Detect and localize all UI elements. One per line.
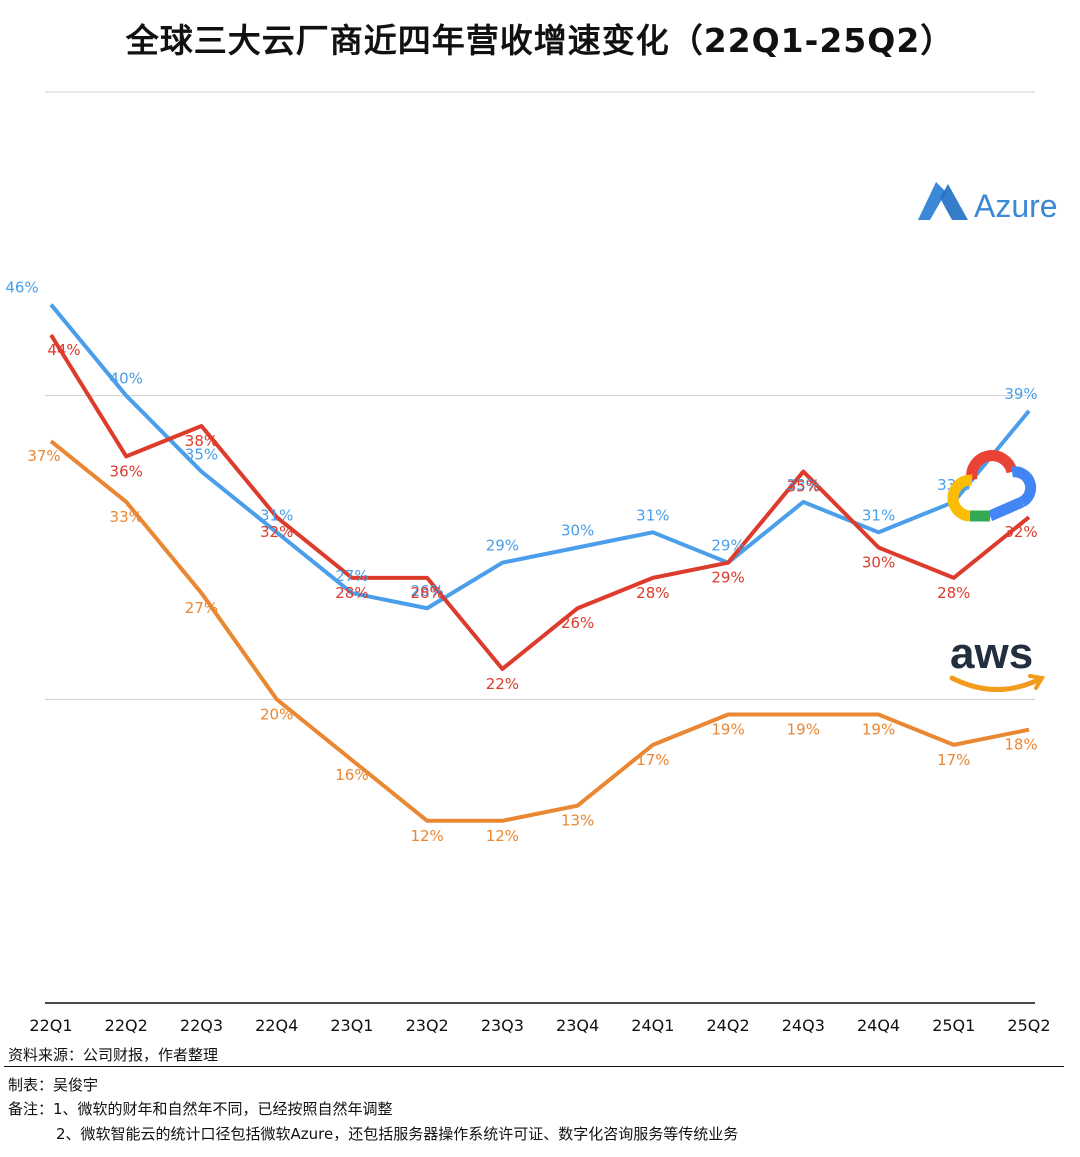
x-tick-label: 23Q2 — [406, 1016, 449, 1035]
data-label: 22% — [486, 675, 519, 693]
separator-line — [4, 1066, 1064, 1067]
azure-logo-text: Azure — [974, 188, 1058, 224]
remark-2: 2、微软智能云的统计口径包括微软Azure，还包括服务器操作系统许可证、数字化咨… — [56, 1125, 739, 1143]
remark-1: 备注：1、微软的财年和自然年不同，已经按照自然年调整 — [8, 1100, 393, 1118]
aws-logo: aws — [949, 629, 1046, 692]
data-label: 12% — [486, 827, 519, 845]
data-label: 28% — [335, 584, 368, 602]
data-label: 31% — [260, 506, 293, 524]
data-label: 29% — [711, 569, 744, 587]
data-label: 30% — [561, 522, 594, 540]
data-label: 17% — [937, 751, 970, 769]
x-tick-label: 24Q3 — [782, 1016, 825, 1035]
azure-logo-icon — [918, 182, 946, 220]
data-label: 36% — [110, 462, 143, 480]
x-tick-label: 24Q1 — [631, 1016, 674, 1035]
data-label: 18% — [1004, 736, 1037, 754]
data-label: 19% — [711, 721, 744, 739]
azure-logo: Azure — [918, 182, 1058, 224]
grid-lines — [45, 91, 1035, 1004]
x-tick-label: 25Q1 — [932, 1016, 975, 1035]
data-label: 28% — [937, 584, 970, 602]
data-label: 28% — [410, 584, 443, 602]
data-label: 27% — [335, 567, 368, 585]
data-label: 40% — [110, 370, 143, 388]
x-tick-label: 23Q4 — [556, 1016, 599, 1035]
data-label: 19% — [787, 721, 820, 739]
data-label: 12% — [410, 827, 443, 845]
data-label: 35% — [787, 478, 820, 496]
azure-logo-icon-part — [940, 184, 968, 220]
data-label: 29% — [711, 537, 744, 555]
x-tick-label: 22Q1 — [29, 1016, 72, 1035]
data-label: 13% — [561, 812, 594, 830]
line-chart: 46%40%35%31%27%26%29%30%31%29%33%31%33%3… — [5, 91, 1058, 1035]
x-tick-label: 22Q3 — [180, 1016, 223, 1035]
data-label: 26% — [410, 582, 443, 600]
data-label: 31% — [862, 506, 895, 524]
x-tick-label: 22Q2 — [105, 1016, 148, 1035]
series-line-azure — [49, 303, 1031, 611]
series-layer — [49, 303, 1031, 823]
maker-note: 制表：吴俊宇 — [8, 1076, 99, 1094]
data-label: 39% — [1004, 385, 1037, 403]
x-tick-label: 24Q4 — [857, 1016, 900, 1035]
data-label: 26% — [561, 614, 594, 632]
data-label: 44% — [47, 341, 80, 359]
google-cloud-logo — [947, 450, 1037, 522]
x-tick-label: 23Q3 — [481, 1016, 524, 1035]
data-label: 16% — [335, 766, 368, 784]
x-axis-ticks: 22Q1 22Q2 22Q3 22Q4 23Q1 23Q2 23Q3 23Q4 24Q1 24Q2… — [29, 1016, 1050, 1035]
data-label: 31% — [636, 506, 669, 524]
data-label: 32% — [1004, 523, 1037, 541]
x-tick-label: 22Q4 — [255, 1016, 298, 1035]
x-tick-label: 24Q2 — [707, 1016, 750, 1035]
data-label: 33% — [110, 508, 143, 526]
data-label: 30% — [862, 554, 895, 572]
data-label: 46% — [5, 279, 38, 297]
data-label: 37% — [27, 447, 60, 465]
source-note: 资料来源：公司财报，作者整理 — [8, 1046, 219, 1064]
data-label: 20% — [260, 705, 293, 723]
series-line-google-cloud — [49, 333, 1031, 671]
data-label: 32% — [260, 523, 293, 541]
data-label: 17% — [636, 751, 669, 769]
chart-title: 全球三大云厂商近四年营收增速变化（22Q1-25Q2） — [125, 21, 955, 60]
data-label: 35% — [185, 446, 218, 464]
data-labels: 46%40%35%31%27%26%29%30%31%29%33%31%33%3… — [5, 279, 1037, 845]
data-label: 38% — [185, 432, 218, 450]
data-label: 28% — [636, 584, 669, 602]
data-label: 19% — [862, 721, 895, 739]
x-tick-label: 23Q1 — [330, 1016, 373, 1035]
aws-smile-icon — [949, 675, 1041, 692]
data-label: 29% — [486, 537, 519, 555]
x-tick-label: 25Q2 — [1007, 1016, 1050, 1035]
data-label: 33% — [787, 476, 820, 494]
data-label: 27% — [185, 599, 218, 617]
series-line-aws — [49, 439, 1030, 823]
aws-logo-text: aws — [950, 629, 1033, 678]
